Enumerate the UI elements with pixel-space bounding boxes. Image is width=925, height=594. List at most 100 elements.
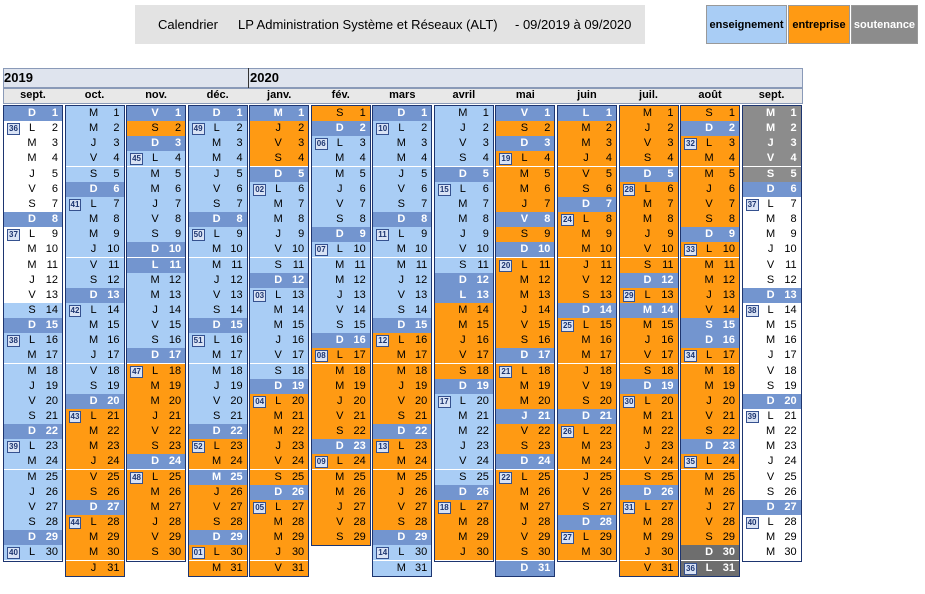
day-letter: M — [581, 243, 591, 256]
day-number: 9 — [51, 228, 58, 241]
day-number: 31 — [107, 561, 120, 574]
day-cell: M 24 — [4, 454, 62, 470]
day-letter: S — [766, 379, 775, 392]
day-cell: J 18 — [557, 363, 616, 379]
day-letter: J — [583, 364, 589, 377]
day-cell: D 20 — [65, 393, 124, 409]
day-number: 25 — [353, 470, 366, 483]
day-letter: J — [29, 273, 35, 286]
day-number: 10 — [230, 243, 243, 256]
day-letter: V — [212, 394, 221, 407]
day-cell: M 31 — [188, 560, 247, 576]
day-number: 19 — [722, 379, 736, 392]
day-cell: D 29 — [373, 530, 432, 546]
month-column: M 1 M 2 J 3 V 4 S 5 D 6 37 L 7 M 8 M 9 J 10 V 11 S 12 D 13 38 L 14 M 15… — [741, 105, 802, 562]
day-cell: 37 L 9 — [4, 227, 62, 243]
day-number: 12 — [476, 273, 489, 286]
day-letter: M — [212, 470, 222, 483]
day-cell: M 23 — [65, 439, 124, 455]
day-number: 29 — [353, 531, 366, 544]
day-cell: J 19 — [373, 378, 432, 394]
day-number: 21 — [476, 410, 489, 422]
day-letter: S — [28, 516, 36, 529]
month-column: M 1 J 2 V 3 S 4 D 5 28 L 6 M 7 M 8 J 9 V 10 S 11 D 12 29 L 13 M 14 M 15… — [618, 105, 679, 577]
day-cell: M 10 — [188, 242, 247, 258]
day-letter: M — [273, 319, 283, 332]
day-cell: 51 L 16 — [188, 333, 247, 349]
day-cell: M 25 — [373, 469, 432, 485]
day-number: 18 — [353, 364, 366, 377]
day-letter: S — [582, 288, 590, 301]
day-letter: M — [458, 410, 468, 422]
day-letter: D — [397, 425, 406, 438]
day-letter: D — [28, 425, 36, 438]
day-number: 25 — [476, 470, 489, 483]
day-letter: S — [766, 485, 775, 498]
day-number: 19 — [599, 379, 612, 392]
day-cell: M 17 — [373, 348, 432, 364]
day-letter: V — [520, 425, 529, 438]
day-cell: 14 L 30 — [373, 545, 432, 561]
day-cell: M 21 — [250, 409, 309, 424]
day-letter: D — [212, 531, 221, 544]
day-cell: V 17 — [250, 348, 309, 364]
day-cell: J 24 — [65, 454, 124, 470]
day-number: 9 — [790, 228, 797, 241]
day-number: 22 — [415, 425, 428, 438]
day-cell: M 21 — [434, 409, 493, 424]
day-number: 24 — [353, 455, 366, 468]
day-cell: V 28 — [681, 515, 740, 531]
day-letter: D — [212, 213, 221, 226]
day-letter: S — [151, 440, 159, 453]
day-cell: V 13 — [373, 287, 432, 303]
day-cell: M 11 — [188, 257, 247, 273]
day-letter: D — [766, 182, 775, 195]
day-letter: M — [642, 319, 653, 332]
day-number: 30 — [107, 546, 120, 559]
day-cell: S 25 — [250, 469, 309, 485]
day-number: 15 — [291, 319, 305, 332]
day-letter: J — [90, 561, 97, 574]
day-letter: J — [152, 197, 158, 210]
day-letter: J — [337, 394, 343, 407]
day-cell: S 16 — [127, 333, 186, 349]
day-number: 17 — [353, 349, 366, 362]
day-letter: M — [335, 364, 345, 377]
day-letter: S — [28, 303, 36, 316]
day-cell: D 29 — [188, 530, 247, 546]
day-number: 29 — [415, 531, 428, 544]
day-letter: L — [213, 546, 220, 559]
day-cell: S 20 — [557, 393, 616, 409]
day-cell: V 29 — [127, 530, 186, 546]
day-number: 9 — [174, 228, 182, 241]
day-number: 21 — [107, 410, 120, 422]
day-number: 22 — [107, 425, 120, 438]
day-number: 24 — [45, 455, 58, 468]
day-cell: S 16 — [496, 333, 555, 349]
day-letter: V — [336, 516, 344, 529]
day-number: 8 — [113, 213, 120, 226]
day-letter: L — [459, 288, 467, 301]
day-number: 19 — [230, 379, 243, 392]
month-name: déc. — [206, 89, 229, 101]
day-letter: V — [212, 288, 221, 301]
day-number: 8 — [728, 213, 736, 226]
day-letter: V — [705, 197, 713, 210]
day-number: 8 — [667, 213, 674, 226]
day-cell: J 23 — [250, 439, 309, 455]
day-cell: 26 L 22 — [557, 424, 616, 440]
day-cell: J 11 — [557, 257, 616, 273]
day-number: 13 — [538, 288, 551, 301]
day-number: 25 — [661, 470, 674, 483]
day-number: 7 — [236, 197, 243, 210]
